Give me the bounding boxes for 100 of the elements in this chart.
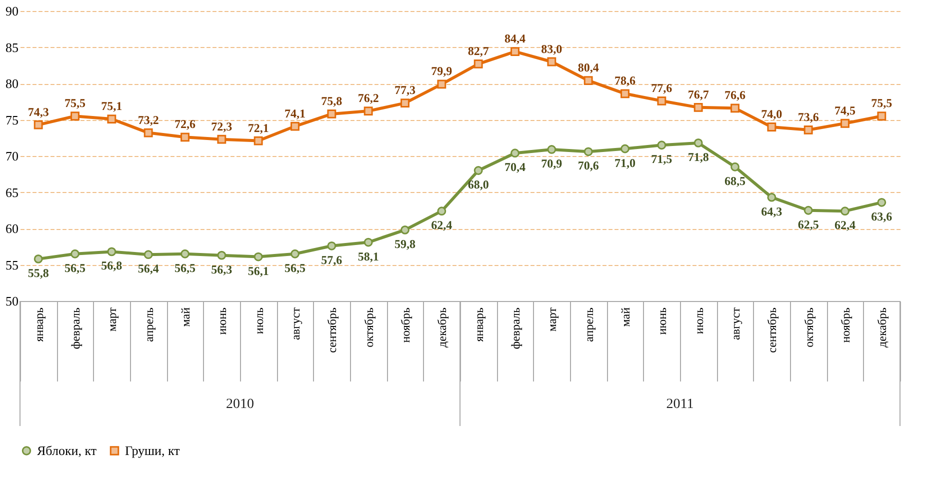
point	[217, 134, 226, 144]
data-label: 64,3	[761, 204, 782, 218]
point	[144, 250, 153, 260]
data-label: 75,5	[64, 96, 86, 110]
point	[144, 128, 153, 138]
data-label: 74,3	[28, 104, 49, 119]
x-tick-label: октябрь	[362, 306, 376, 348]
y-tick-label: 70	[6, 148, 18, 164]
data-label: 57,6	[321, 252, 342, 267]
data-label: 56,3	[211, 262, 232, 276]
data-label: 76,2	[358, 91, 379, 106]
point	[474, 166, 483, 175]
data-label: 62,5	[798, 217, 819, 232]
data-label: 56,1	[248, 264, 269, 278]
data-label: 79,9	[431, 64, 452, 78]
data-label: 59,8	[394, 236, 416, 251]
data-label: 58,1	[358, 249, 379, 264]
data-label: 56,8	[101, 258, 122, 273]
data-label: 75,1	[101, 99, 122, 114]
y-tick-label: 50	[6, 294, 18, 308]
data-label: 56,4	[138, 262, 159, 276]
point	[620, 89, 630, 98]
point	[657, 140, 666, 150]
data-label: 56,5	[64, 260, 86, 275]
data-label: 62,4	[834, 218, 856, 232]
point	[400, 98, 410, 108]
data-label: 71,8	[688, 150, 709, 164]
x-tick-label: сентябрь	[325, 306, 340, 353]
x-tick-label: январь	[32, 306, 46, 342]
point	[180, 132, 190, 142]
point	[400, 226, 410, 234]
point	[180, 249, 190, 258]
y-tick-label: 85	[6, 40, 18, 55]
x-tick-label: август	[728, 306, 742, 340]
point	[620, 144, 630, 154]
x-tick-label: ноябрь	[398, 306, 412, 343]
data-label: 75,5	[871, 96, 892, 110]
point	[474, 59, 483, 68]
data-label: 76,6	[724, 88, 746, 102]
x-tick-label: август	[288, 306, 302, 340]
data-label: 78,6	[614, 74, 636, 88]
data-label: 70,6	[578, 158, 599, 173]
data-label: 74,1	[284, 106, 306, 120]
point	[107, 247, 116, 256]
data-label: 62,4	[431, 218, 452, 232]
point	[767, 192, 776, 202]
point	[730, 162, 740, 172]
point	[34, 120, 43, 130]
point	[364, 106, 373, 116]
data-label: 71,0	[614, 156, 636, 170]
point	[254, 252, 263, 262]
x-tick-label: апрель	[582, 306, 596, 342]
data-label: 70,9	[541, 156, 562, 170]
y-tick-label: 75	[6, 112, 18, 128]
point	[437, 80, 446, 89]
data-label: 80,4	[578, 60, 599, 75]
data-label: 76,7	[688, 87, 709, 102]
point	[70, 112, 80, 121]
data-label: 77,6	[651, 80, 672, 95]
point	[584, 147, 593, 156]
x-tick-label: март	[105, 306, 120, 332]
x-tick-label: май	[178, 306, 192, 327]
x-tick-label: сентябрь	[765, 306, 780, 353]
data-label: 74,5	[834, 103, 856, 118]
y-tick-label: 60	[6, 221, 18, 236]
text: 2011	[666, 397, 694, 412]
data-label: 71,5	[651, 152, 672, 166]
x-tick-label: май	[618, 306, 632, 327]
point	[364, 238, 373, 247]
y-tick-label: 90	[6, 4, 18, 18]
data-label: 68,0	[468, 178, 489, 192]
data-label: 56,5	[284, 260, 306, 275]
data-label: 73,2	[138, 112, 159, 127]
x-tick-label: декабрь	[435, 306, 450, 348]
point	[254, 136, 263, 146]
point	[657, 96, 666, 106]
point	[804, 206, 813, 215]
x-tick-label: июль	[692, 306, 706, 334]
point	[584, 76, 593, 86]
point	[547, 57, 556, 66]
point	[547, 145, 556, 154]
legend-label: Груши, кт	[125, 442, 180, 458]
data-label: 73,6	[798, 110, 819, 124]
point	[804, 125, 813, 134]
point	[767, 122, 776, 132]
point	[694, 102, 703, 112]
data-label: 70,4	[504, 160, 526, 174]
point	[327, 109, 336, 118]
data-label: 72,3	[211, 119, 232, 134]
point	[840, 206, 850, 216]
point	[70, 249, 80, 258]
data-label: 75,8	[321, 94, 342, 108]
point	[290, 249, 300, 258]
x-tick-label: июль	[252, 306, 266, 334]
data-label: 77,3	[394, 83, 416, 98]
point	[730, 104, 740, 113]
data-label: 72,1	[248, 120, 269, 135]
legend-label: Яблоки, кт	[37, 442, 97, 458]
point	[840, 118, 850, 128]
point	[290, 122, 300, 131]
